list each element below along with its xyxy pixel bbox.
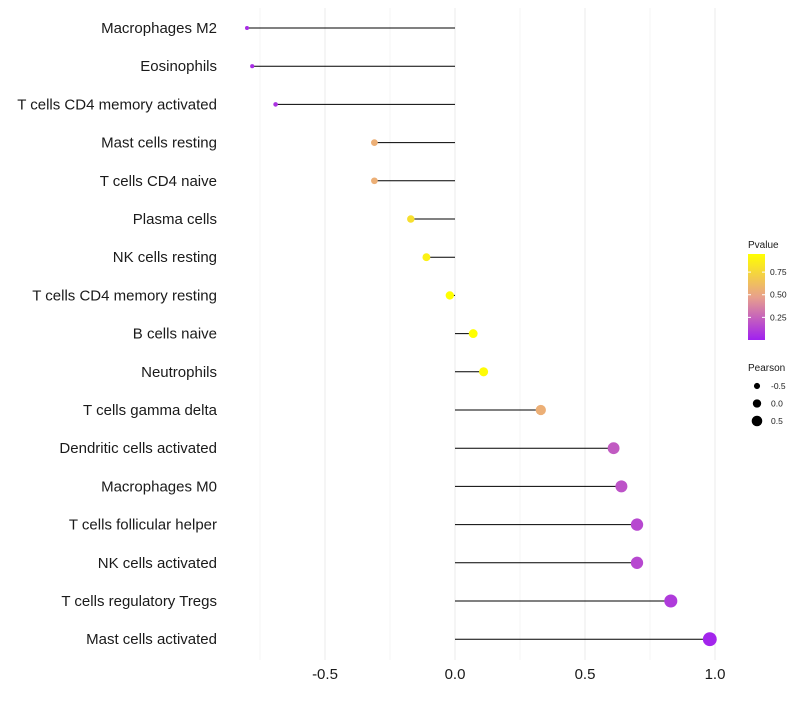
category-labels: Macrophages M2 Eosinophils T cells CD4 mem… xyxy=(17,20,217,648)
category-label: T cells CD4 memory activated xyxy=(17,96,217,113)
size-legend-dot xyxy=(751,415,763,427)
lollipop-point xyxy=(371,177,378,185)
legend: Pvalue 0.75 0.50 0.25 Pearson -0.5 0.0 0.5 xyxy=(748,240,787,427)
category-label: T cells follicular helper xyxy=(69,517,217,534)
category-label: Macrophages M2 xyxy=(101,20,217,37)
x-tick-label: -0.5 xyxy=(312,666,338,683)
lollipop-point xyxy=(630,556,644,569)
lollipop-point xyxy=(664,594,678,608)
colorbar-tick-label: 0.25 xyxy=(770,312,787,322)
category-label: B cells naive xyxy=(133,326,217,343)
category-label: Mast cells activated xyxy=(86,631,217,648)
lollipop-point xyxy=(371,139,378,146)
x-tick-label: 0.0 xyxy=(445,666,466,683)
lollipop-point xyxy=(245,26,249,30)
lollipop-point xyxy=(468,329,478,339)
category-label: Plasma cells xyxy=(133,211,217,228)
category-label: NK cells resting xyxy=(113,249,217,266)
colorbar-tick-label: 0.75 xyxy=(770,267,787,277)
lollipop-point xyxy=(273,102,278,107)
category-label: T cells CD4 naive xyxy=(100,173,217,190)
grid-layer xyxy=(259,8,716,660)
size-legend-label: 0.0 xyxy=(771,399,783,409)
category-label: T cells regulatory Tregs xyxy=(61,593,217,610)
lollipop-point xyxy=(702,632,717,647)
lollipop-point xyxy=(250,64,255,69)
lollipop-point xyxy=(407,215,415,223)
point-layer xyxy=(245,26,717,647)
lollipop-point xyxy=(535,404,546,416)
category-label: T cells CD4 memory resting xyxy=(32,287,217,304)
lollipop-point xyxy=(445,291,454,300)
stem-layer xyxy=(247,27,710,640)
category-label: Macrophages M0 xyxy=(101,478,217,495)
lollipop-point xyxy=(422,253,431,262)
lollipop-point xyxy=(630,518,644,531)
colorbar-tick-label: 0.50 xyxy=(770,290,787,300)
lollipop-point xyxy=(615,480,628,493)
size-legend-dot xyxy=(753,382,761,390)
category-label: Neutrophils xyxy=(141,364,217,381)
legend-pvalue-title: Pvalue xyxy=(748,240,779,251)
size-legend-label: -0.5 xyxy=(771,381,786,391)
size-legend-label: 0.5 xyxy=(771,416,783,426)
category-label: Mast cells resting xyxy=(101,135,217,152)
legend-pearson-title: Pearson xyxy=(748,363,785,374)
x-tick-label: 0.5 xyxy=(575,666,596,683)
lollipop-point xyxy=(607,442,620,455)
legend-colorbar xyxy=(748,254,765,340)
lollipop-point xyxy=(479,367,489,377)
category-label: T cells gamma delta xyxy=(83,402,218,419)
x-axis-tick-labels: -0.5 0.0 0.5 1.0 xyxy=(312,666,725,683)
size-legend-dot xyxy=(752,399,762,408)
category-label: Dendritic cells activated xyxy=(59,440,217,457)
x-tick-label: 1.0 xyxy=(705,666,726,683)
category-label: Eosinophils xyxy=(140,58,217,75)
category-label: NK cells activated xyxy=(98,555,217,572)
